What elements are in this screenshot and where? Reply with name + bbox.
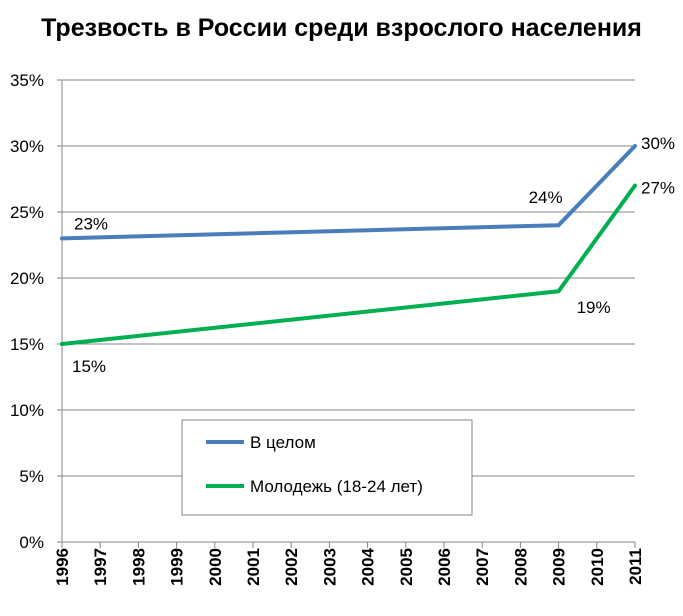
x-tick-label: 2008 (511, 548, 530, 586)
x-tick-label: 2006 (435, 548, 454, 586)
series-line-0 (60, 144, 637, 241)
x-tick-label: 2011 (626, 548, 645, 585)
x-tick-label: 2002 (282, 548, 301, 586)
x-axis-ticks: 1996 1997 1998 1999 2000 2001 2002 2003 2004 2005… (53, 547, 645, 585)
data-label: 24% (529, 188, 563, 207)
y-tick-label: 35% (10, 71, 44, 90)
series-lines (60, 144, 637, 346)
y-tick-label: 30% (10, 137, 44, 156)
y-tick-label: 20% (10, 269, 44, 288)
chart-title: Трезвость в России среди взрослого насел… (41, 14, 642, 42)
data-label: 23% (74, 214, 108, 233)
y-axis-ticks: 0% 5% 10% 15% 20% 25% 30% 35% (10, 71, 44, 552)
data-label: 15% (72, 357, 106, 376)
data-labels: 23% 24% 30% 15% 19% 27% (72, 134, 675, 376)
y-tick-label: 10% (10, 401, 44, 420)
series-line-1 (60, 183, 637, 346)
y-tick-label: 15% (10, 335, 44, 354)
y-tick-label: 25% (10, 203, 44, 222)
x-tick-label: 1996 (53, 548, 72, 586)
x-tick-label: 2007 (473, 548, 492, 586)
x-tick-label: 2001 (244, 548, 263, 586)
gridlines (62, 79, 635, 477)
data-label: 30% (641, 134, 675, 153)
legend-entry: В целом (250, 433, 316, 452)
x-tick-label: 1999 (168, 548, 187, 586)
x-tick-label: 2004 (359, 547, 378, 585)
legend-entry: Молодежь (18-24 лет) (250, 477, 423, 496)
x-tick-label: 2000 (206, 548, 225, 586)
x-tick-label: 1997 (91, 548, 110, 586)
data-label: 27% (641, 179, 675, 198)
x-tick-label: 2009 (550, 548, 569, 586)
legend: В целом Молодежь (18-24 лет) (181, 419, 473, 516)
legend-box (181, 419, 473, 516)
x-tick-label: 1998 (129, 548, 148, 586)
y-tick-label: 5% (19, 467, 44, 486)
y-tick-label: 0% (19, 533, 44, 552)
x-tick-label: 2005 (397, 548, 416, 586)
data-label: 19% (577, 298, 611, 317)
x-tick-label: 2010 (588, 548, 607, 586)
x-tick-label: 2003 (320, 548, 339, 586)
